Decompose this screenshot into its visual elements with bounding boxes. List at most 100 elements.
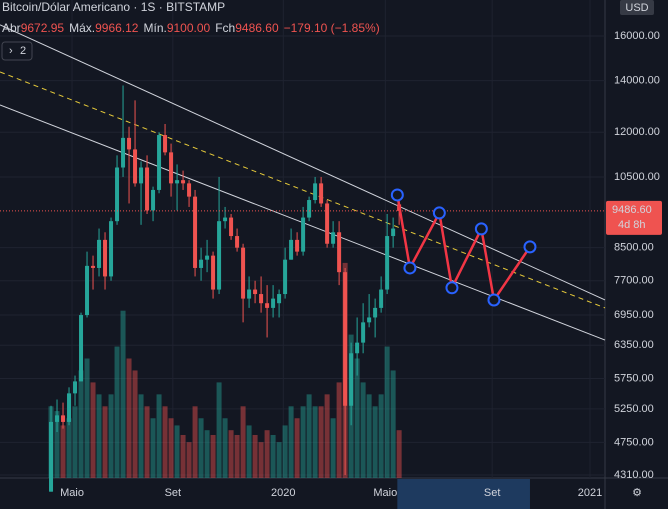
candle-body xyxy=(127,137,132,150)
ohlc-value: 9100.00 xyxy=(167,21,211,35)
volume-bar xyxy=(150,418,156,478)
ohlc-label: Máx. xyxy=(69,21,95,35)
volume-bar xyxy=(300,406,306,478)
candle-body xyxy=(103,239,108,277)
candle-body xyxy=(169,152,174,184)
y-tick-label: 8500.00 xyxy=(614,242,654,254)
y-tick-label: 16000.00 xyxy=(614,30,660,42)
volume-bar xyxy=(84,358,90,478)
volume-bar xyxy=(270,434,276,478)
candle-body xyxy=(361,322,366,343)
candle-body xyxy=(271,298,276,308)
ohlc-label: Mín. xyxy=(143,21,166,35)
candle-body xyxy=(61,415,66,422)
candle-body xyxy=(145,167,150,211)
volume-bar xyxy=(102,406,108,478)
candle-body xyxy=(79,315,84,382)
volume-bar xyxy=(246,425,252,478)
volume-bar xyxy=(252,434,258,478)
ohlc-label: Fch xyxy=(215,21,235,35)
volume-bar xyxy=(282,425,288,478)
volume-bar xyxy=(180,434,186,478)
candle-body xyxy=(367,317,372,323)
candle-body xyxy=(205,255,210,260)
volume-bar xyxy=(378,394,384,478)
badge-text: › xyxy=(9,45,13,57)
volume-bar xyxy=(66,418,72,478)
candle-body xyxy=(253,289,258,295)
candle-body xyxy=(349,353,354,406)
y-tick-label: 5750.00 xyxy=(614,372,654,384)
candle-body xyxy=(55,415,60,422)
candle-body xyxy=(229,217,234,237)
x-tick-label: Set xyxy=(484,487,501,499)
volume-bar xyxy=(156,394,162,478)
candle-body xyxy=(337,232,342,273)
candle-body xyxy=(157,135,162,190)
candle-body xyxy=(265,303,270,308)
ohlc-value: 9672.95 xyxy=(21,21,65,35)
ohlc-label: Abr xyxy=(2,21,21,35)
projection-point xyxy=(390,188,404,202)
trend-line xyxy=(0,71,606,309)
candle-body xyxy=(67,393,72,422)
volume-bar xyxy=(354,358,360,478)
projection-point xyxy=(432,206,446,220)
candle-body xyxy=(289,239,294,260)
volume-bar xyxy=(210,434,216,478)
volume-bar xyxy=(78,370,84,478)
volume-bar xyxy=(276,442,282,478)
volume-bar xyxy=(162,406,168,478)
candle-body xyxy=(85,265,90,316)
candle-body xyxy=(295,239,300,252)
ohlc-value: 9486.60 xyxy=(235,21,279,35)
plot xyxy=(0,0,606,492)
y-tick-label: 10500.00 xyxy=(614,171,660,183)
volume-bar xyxy=(114,346,120,478)
volume-bar xyxy=(360,382,366,478)
indicator-badge[interactable] xyxy=(1,41,33,61)
volume-bar xyxy=(186,442,192,478)
settings-icon[interactable]: ⚙ xyxy=(632,487,642,499)
volume-bar xyxy=(144,406,150,478)
ohlc-line: Abr9672.95 Máx.9966.12 Mín.9100.00 Fch9486.… xyxy=(2,21,380,35)
volume-bar xyxy=(366,394,372,478)
candle-body xyxy=(217,221,222,290)
candle-body xyxy=(223,217,228,222)
candle-body xyxy=(379,289,384,308)
candle-body xyxy=(313,183,318,201)
candle-body xyxy=(385,236,390,290)
volume-bar xyxy=(336,382,342,478)
candle-body xyxy=(91,265,96,268)
volume-bar xyxy=(108,394,114,478)
candle-body xyxy=(277,294,282,304)
candle-body xyxy=(331,232,336,244)
volume-bar xyxy=(120,310,126,478)
volume-bar xyxy=(396,430,402,478)
y-tick-label: 5250.00 xyxy=(614,403,654,415)
candle-body xyxy=(115,167,120,222)
x-tick-label: 2020 xyxy=(271,487,295,499)
volume-bar xyxy=(54,411,60,478)
y-tick-label: 14000.00 xyxy=(614,75,660,87)
projection-point xyxy=(487,293,501,307)
last-price-label: 9486.60 xyxy=(612,204,652,216)
volume-bar xyxy=(288,406,294,478)
projection-point xyxy=(403,261,417,275)
volume-bar xyxy=(96,394,102,478)
candle-body xyxy=(301,217,306,252)
candle-body xyxy=(343,272,348,406)
candle-body xyxy=(109,221,114,277)
candle-body xyxy=(235,236,240,248)
candle-body xyxy=(73,381,78,394)
projection-point xyxy=(523,240,537,254)
volume-bar xyxy=(240,406,246,478)
volume-bar xyxy=(390,370,396,478)
candle-body xyxy=(373,307,378,318)
trend-line xyxy=(0,24,606,301)
y-tick-label: 6950.00 xyxy=(614,309,654,321)
change: −179.10 (−1.85%) xyxy=(284,21,380,35)
candle-body xyxy=(307,200,312,218)
candle-body xyxy=(97,239,102,268)
